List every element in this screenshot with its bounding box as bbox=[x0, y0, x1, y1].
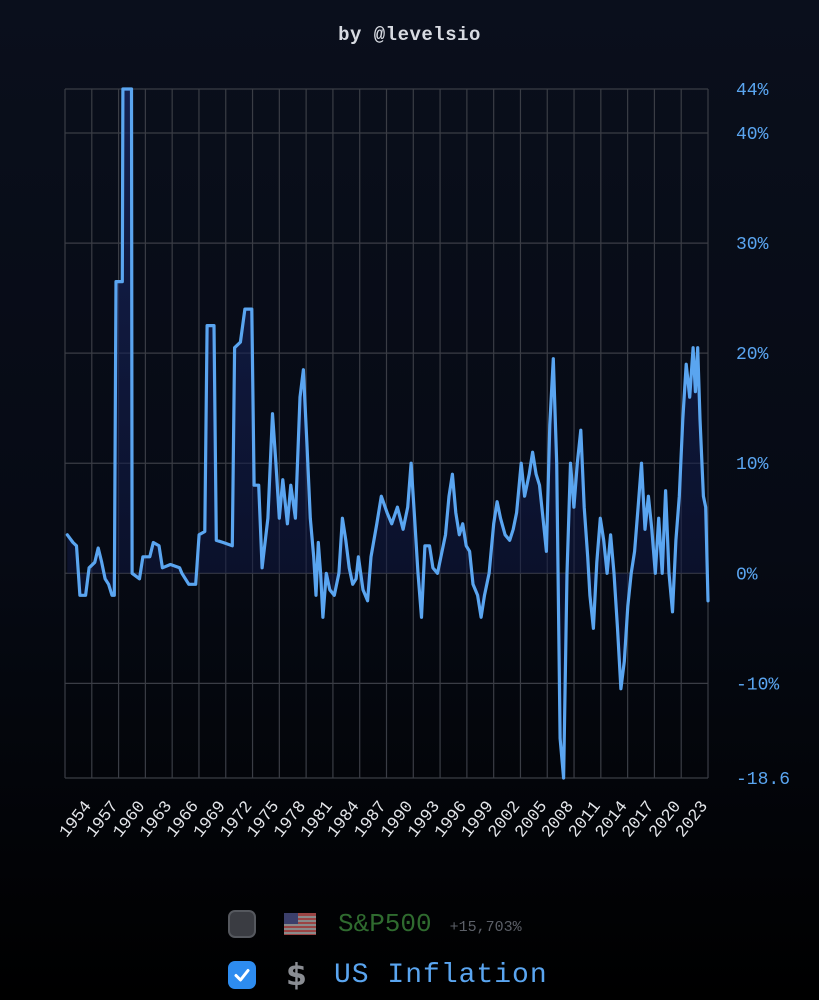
sp500-label: S&P500 bbox=[338, 909, 432, 939]
y-tick-label: 0% bbox=[736, 565, 758, 585]
chart-area-fill bbox=[67, 89, 708, 778]
series-line bbox=[65, 87, 710, 780]
inflation-label: US Inflation bbox=[334, 959, 548, 991]
legend-item-inflation[interactable]: $ US Inflation bbox=[228, 955, 548, 995]
series-area bbox=[67, 89, 708, 778]
inflation-chart: 44% 40% 30% 20% 10% 0% -10% -18.6 1954195719601… bbox=[56, 81, 790, 842]
chart-grid bbox=[64, 88, 709, 779]
y-tick-label: 10% bbox=[736, 455, 769, 475]
y-tick-label: 40% bbox=[736, 125, 769, 145]
y-tick-label: -10% bbox=[736, 675, 779, 695]
y-tick-label: -18.6 bbox=[736, 770, 790, 790]
chart-line-layer bbox=[65, 87, 710, 780]
legend-item-sp500[interactable]: S&P500 +15,703% bbox=[228, 904, 522, 944]
x-axis-ticks: 1954195719601963196619691972197519781981… bbox=[56, 798, 712, 842]
byline: by @levelsio bbox=[338, 24, 481, 46]
y-tick-label: 30% bbox=[736, 235, 769, 255]
y-tick-label: 20% bbox=[736, 345, 769, 365]
dollar-icon: $ bbox=[286, 957, 307, 993]
y-tick-label: 44% bbox=[736, 81, 769, 101]
sp500-gain: +15,703% bbox=[449, 918, 522, 936]
y-axis-ticks: 44% 40% 30% 20% 10% 0% -10% -18.6 bbox=[736, 81, 790, 790]
checkmark-icon bbox=[234, 969, 250, 982]
inflation-checkbox[interactable] bbox=[228, 961, 256, 989]
sp500-checkbox[interactable] bbox=[228, 910, 256, 938]
us-flag-icon bbox=[284, 913, 316, 935]
